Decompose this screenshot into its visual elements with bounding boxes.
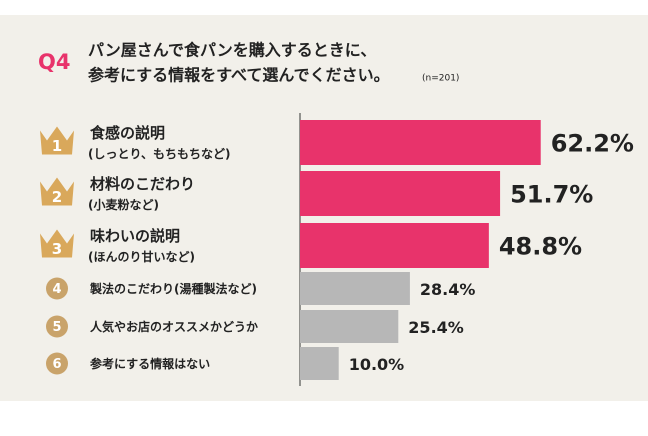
value-label: 51.7% (510, 181, 593, 209)
value-label: 25.4% (408, 318, 464, 337)
crown-icon (40, 229, 74, 258)
category-label: 味わいの説明 (90, 227, 180, 245)
rank-label: 6 (52, 357, 61, 372)
value-label: 10.0% (349, 355, 405, 374)
crown-icon (40, 177, 74, 206)
bar (300, 310, 399, 343)
value-label: 62.2% (551, 130, 634, 158)
bar (300, 272, 410, 305)
bar (300, 120, 541, 165)
value-label: 28.4% (420, 280, 476, 299)
rank-label: 1 (52, 137, 62, 155)
category-label: 参考にする情報はない (90, 356, 210, 371)
subcategory-label: (小麦粉など) (88, 197, 159, 212)
subcategory-label: (しっとり、もちもちなど) (88, 147, 231, 161)
crown-icon (40, 126, 74, 155)
category-label: 食感の説明 (90, 124, 165, 142)
chart-title: 参考にする情報をすべて選んでください。 (88, 66, 390, 85)
category-label: 人気やお店のオススメかどうか (90, 319, 258, 334)
rank-badge (46, 352, 68, 375)
rank-badge (46, 277, 68, 300)
rank-label: 5 (52, 320, 61, 335)
bar (300, 171, 501, 216)
bar (300, 223, 489, 268)
rank-label: 3 (52, 240, 62, 258)
value-label: 48.8% (499, 233, 582, 261)
question-label: Q4 (38, 50, 70, 74)
rank-badge (46, 315, 68, 338)
rank-label: 2 (52, 188, 62, 206)
bar (300, 347, 339, 380)
sample-note: (n=201) (422, 74, 459, 84)
rank-label: 4 (52, 282, 61, 297)
category-label: 製法のこだわり(湯種製法など) (89, 281, 257, 296)
category-label: 材料のこだわり (90, 175, 195, 193)
chart-title: パン屋さんで食パンを購入するときに、 (88, 41, 376, 60)
subcategory-label: (ほんのり甘いなど) (88, 249, 195, 264)
